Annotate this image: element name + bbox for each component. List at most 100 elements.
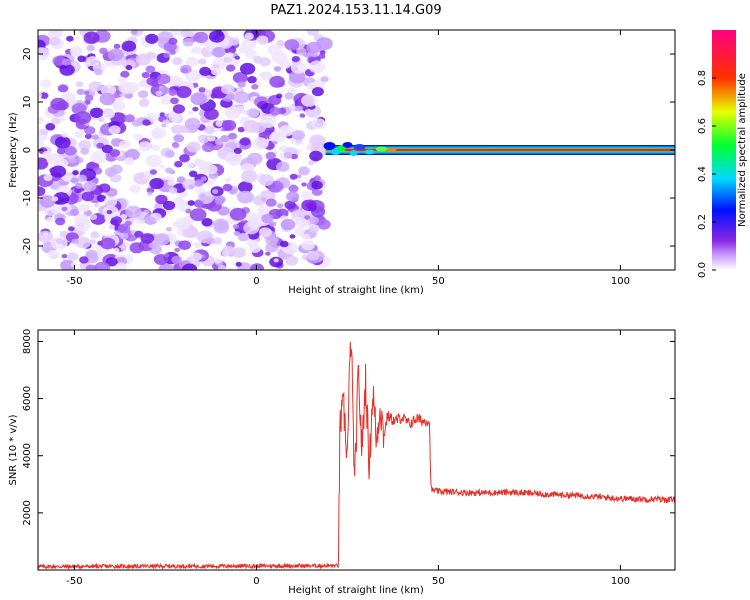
noise-blob — [90, 107, 104, 119]
noise-blob — [38, 139, 45, 148]
noise-blob — [238, 46, 248, 54]
noise-blob — [145, 33, 159, 44]
noise-blob — [43, 174, 53, 182]
noise-blob — [277, 203, 284, 209]
noise-blob — [168, 187, 178, 194]
noise-blob — [284, 92, 294, 100]
noise-blob — [100, 237, 116, 250]
noise-blob — [163, 52, 170, 59]
noise-blob — [249, 243, 261, 253]
noise-blob — [225, 152, 242, 166]
noise-blob — [69, 46, 83, 57]
noise-blob — [55, 217, 66, 226]
spectrogram-panel: -50 0 50 100 -20 -10 0 10 20 Height of straight … — [8, 29, 676, 296]
noise-blob — [67, 252, 79, 261]
noise-blob — [56, 147, 66, 155]
noise-blob — [109, 149, 121, 157]
noise-blob — [301, 182, 307, 187]
noise-blob — [133, 133, 143, 141]
noise-blob — [190, 48, 197, 54]
noise-blob — [218, 264, 226, 270]
y-tick-label: 6000 — [22, 386, 33, 411]
noise-blob — [149, 169, 157, 175]
noise-blob — [171, 124, 184, 135]
x-tick-label: 100 — [611, 276, 630, 287]
noise-blob — [273, 66, 282, 72]
noise-blob — [97, 116, 105, 123]
noise-blob — [145, 154, 162, 168]
noise-blob — [283, 151, 293, 159]
noise-blob — [265, 151, 276, 160]
noise-blob — [220, 135, 230, 142]
noise-blob — [193, 31, 209, 43]
noise-blob — [102, 109, 115, 119]
noise-blob — [84, 94, 94, 102]
noise-blob — [130, 30, 138, 35]
colorbar-tick-label: 0.2 — [697, 214, 708, 230]
noise-blob — [118, 76, 126, 83]
noise-blob — [74, 188, 81, 194]
noise-blob — [51, 196, 59, 202]
noise-blob — [68, 226, 75, 232]
signal-onset-blob — [349, 150, 358, 156]
noise-blob — [290, 153, 298, 160]
noise-blob — [289, 173, 298, 180]
noise-blob — [40, 79, 51, 88]
noise-blob — [265, 198, 277, 207]
noise-blob — [74, 218, 91, 232]
noise-blob — [50, 97, 67, 111]
noise-blob — [153, 254, 169, 265]
noise-blob — [198, 87, 206, 93]
noise-blob — [228, 37, 240, 46]
noise-blob — [212, 237, 223, 245]
noise-blob — [173, 134, 185, 143]
noise-blob — [151, 144, 160, 151]
noise-blob — [309, 216, 319, 225]
noise-blob — [200, 176, 207, 182]
x-tick-label: 50 — [432, 276, 445, 287]
noise-blob — [164, 253, 170, 258]
noise-blob — [174, 247, 181, 253]
noise-blob — [110, 216, 123, 225]
noise-blob — [284, 200, 296, 210]
noise-blob — [265, 235, 279, 246]
noise-blob — [306, 30, 319, 36]
noise-blob — [38, 186, 46, 197]
spectrogram-axes: -50 0 50 100 -20 -10 0 10 20 — [22, 30, 675, 287]
noise-blob — [40, 92, 49, 99]
noise-blob — [38, 93, 42, 99]
noise-blob — [90, 151, 107, 164]
noise-blob — [237, 190, 254, 204]
noise-blob — [171, 255, 182, 264]
noise-blob — [225, 52, 234, 59]
noise-blob — [46, 216, 54, 223]
noise-blob — [75, 81, 84, 88]
noise-blob — [57, 158, 69, 168]
noise-blob — [272, 131, 286, 142]
noise-blob — [224, 106, 241, 120]
noise-blob — [100, 84, 117, 96]
noise-blob — [197, 191, 214, 204]
noise-blob — [60, 259, 75, 270]
noise-blob — [229, 207, 247, 221]
noise-blob — [163, 200, 176, 211]
noise-blob — [256, 35, 269, 45]
noise-blob — [181, 263, 198, 270]
noise-blob — [246, 107, 260, 118]
noise-blob — [259, 227, 272, 238]
noise-blob — [258, 72, 265, 78]
noise-blob — [204, 108, 219, 120]
noise-blob — [38, 230, 54, 243]
noise-blob — [212, 189, 219, 194]
y-tick-label: 0 — [22, 147, 33, 153]
noise-blob — [209, 30, 225, 43]
noise-blob — [122, 59, 136, 70]
noise-blob — [301, 240, 315, 251]
noise-blob — [247, 217, 263, 229]
noise-blob — [115, 262, 128, 270]
noise-blob — [59, 64, 75, 76]
noise-blob — [70, 208, 80, 216]
noise-blob — [243, 120, 260, 133]
noise-blob — [207, 135, 216, 142]
noise-blob — [172, 104, 185, 114]
